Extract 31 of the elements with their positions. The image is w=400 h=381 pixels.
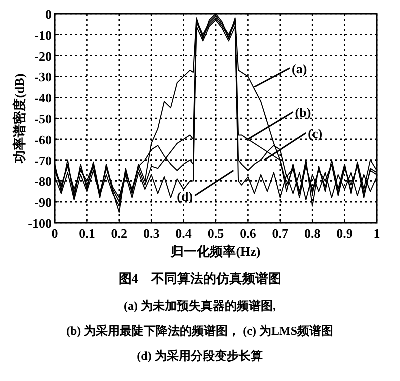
x-tick-label: 0.4 (176, 226, 192, 241)
x-tick-label: 0.3 (143, 226, 160, 241)
annotation: (c) (308, 126, 323, 142)
annotation: (b) (295, 105, 312, 120)
y-tick-label: -80 (34, 174, 52, 190)
x-tick-label: 1 (374, 226, 380, 241)
text: 图4 不同算法的仿真频谱图 (118, 271, 282, 286)
x-tick-label: 0.8 (304, 226, 322, 241)
x-tick-label: 0.7 (272, 226, 290, 241)
y-tick-label: -50 (34, 112, 52, 126)
y-tick-label: -100 (28, 216, 52, 231)
y-tick-label: -40 (34, 90, 52, 106)
text: (d) 为采用分段变步长算 (137, 349, 263, 363)
text: (a) 为未加预失真器的频谱图, (124, 299, 276, 313)
y-tick-label: -60 (34, 132, 52, 148)
x-tick-label: 0.9 (336, 226, 354, 241)
x-tick-label: 0.5 (208, 226, 225, 241)
y-tick-label: -10 (34, 28, 52, 43)
annotation: (d) (177, 188, 194, 204)
y-tick-label: -70 (34, 153, 52, 168)
y-axis-title: 功率谱密度(dB) (12, 74, 27, 164)
x-tick-label: 0.1 (79, 226, 96, 241)
x-tick-label: 0.6 (240, 226, 257, 241)
y-tick-label: -20 (34, 48, 52, 64)
text: (b) 为采用最陡下降法的频谱图， (c) 为LMS频谱图 (66, 324, 334, 338)
y-tick-label: 0 (46, 7, 52, 22)
y-tick-label: -30 (34, 70, 52, 85)
x-axis-title: 归一化频率(Hz) (170, 244, 261, 259)
y-tick-label: -90 (34, 195, 52, 210)
x-tick-label: 0.2 (111, 226, 128, 241)
annotation: (a) (292, 61, 308, 76)
